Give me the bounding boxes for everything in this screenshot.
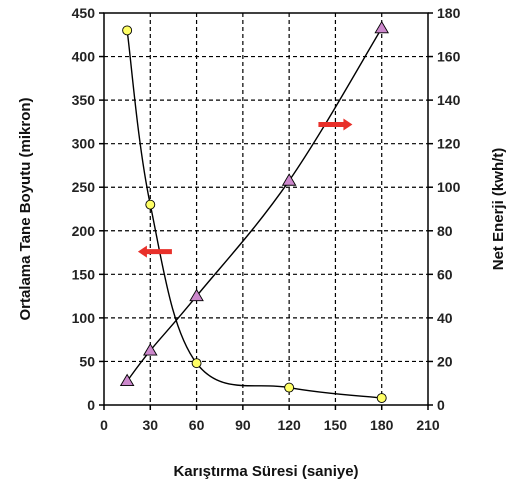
arrow-right-icon [318, 118, 353, 131]
right-tick-label-0: 0 [437, 397, 445, 413]
left-tick-label-9: 450 [72, 5, 96, 21]
right-axis-ticks: 0 20 40 60 80 100 120 140 160 180 [428, 5, 461, 413]
x-tick-label-5: 150 [324, 417, 348, 433]
right-tick-label-2: 40 [437, 310, 453, 326]
series-1-point-0 [119, 373, 135, 387]
series-0-point-3 [284, 382, 295, 393]
right-tick-label-1: 20 [437, 353, 453, 369]
right-tick-label-4: 80 [437, 223, 453, 239]
x-tick-label-3: 90 [235, 417, 251, 433]
series-1-point-1 [142, 343, 158, 356]
left-tick-label-5: 250 [72, 179, 96, 195]
series-1 [119, 20, 390, 387]
series-layer [119, 20, 390, 403]
left-tick-label-6: 300 [72, 136, 96, 152]
series-1-point-3 [281, 173, 297, 186]
x-axis-ticks: 0 30 60 90 120 150 180 210 [100, 405, 440, 433]
x-tick-label-7: 210 [416, 417, 440, 433]
grid [104, 13, 428, 405]
left-tick-label-7: 350 [72, 92, 96, 108]
series-1-point-2 [189, 288, 204, 302]
x-axis-label: Karıştırma Süresi (saniye) [173, 463, 358, 480]
left-tick-label-4: 200 [72, 223, 96, 239]
right-tick-label-3: 60 [437, 266, 453, 282]
x-tick-label-6: 180 [370, 417, 394, 433]
left-tick-label-1: 50 [79, 353, 95, 369]
annotation-arrows [137, 118, 353, 258]
right-tick-label-8: 160 [437, 49, 461, 65]
right-tick-label-6: 120 [437, 136, 461, 152]
series-0-point-4 [376, 393, 387, 403]
series-0-point-1 [145, 199, 156, 210]
left-tick-label-2: 100 [72, 310, 96, 326]
x-tick-label-2: 60 [189, 417, 205, 433]
series-1-point-4 [374, 20, 390, 34]
series-0-line [126, 30, 382, 399]
x-tick-label-4: 120 [277, 417, 301, 433]
plot-area [103, 12, 429, 406]
arrow-left-icon [137, 245, 172, 258]
x-tick-label-1: 30 [142, 417, 158, 433]
right-tick-label-5: 100 [437, 179, 461, 195]
left-tick-label-0: 0 [87, 397, 95, 413]
left-tick-label-3: 150 [72, 266, 96, 282]
x-tick-label-0: 0 [100, 417, 108, 433]
right-tick-label-7: 140 [437, 92, 461, 108]
left-axis-label: Ortalama Tane Boyutu (mikron) [17, 97, 34, 320]
series-0-point-2 [191, 358, 202, 369]
left-tick-label-8: 400 [72, 49, 96, 65]
series-0-point-0 [122, 25, 133, 36]
series-0 [122, 25, 387, 403]
right-tick-label-9: 180 [437, 5, 461, 21]
left-axis-ticks: 0 50 100 150 200 250 300 350 400 450 [72, 5, 104, 413]
right-axis-label: Net Enerji (kwh/t) [490, 148, 507, 271]
